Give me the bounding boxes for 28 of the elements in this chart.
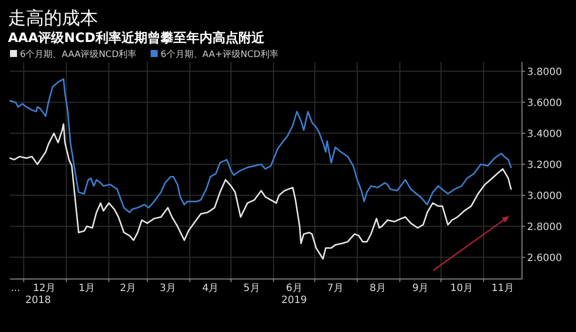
legend-item: 6个月期、AAA评级NCD利率 — [10, 50, 137, 60]
legend-label: 6个月期、AA+评级NCD利率 — [160, 49, 278, 60]
y-tick-label: 3.8000 — [527, 66, 562, 78]
legend-item: 6个月期、AA+评级NCD利率 — [150, 50, 278, 60]
y-tick-label: 2.8000 — [527, 222, 562, 233]
x-tick-label: 12月 — [32, 283, 56, 294]
x-tick-label: 5月 — [243, 283, 260, 294]
x-tick-label: 8月 — [370, 283, 386, 294]
y-tick-label: 3.2000 — [527, 160, 562, 171]
text: 2019 — [281, 295, 307, 306]
legend-label: 6个月期、AAA评级NCD利率 — [20, 49, 137, 60]
chart-subtitle: AAA评级NCD利率近期曾攀至年内高点附近 — [8, 30, 266, 46]
x-tick-label: 7月 — [327, 283, 344, 294]
x-tick-label: 11月 — [491, 283, 514, 294]
x-tick-label: 10月 — [450, 283, 473, 294]
x-tick-label: 1月 — [78, 283, 96, 294]
y-tick-label: 3.6000 — [527, 98, 562, 109]
y-tick-label: 3.4000 — [527, 128, 562, 140]
text: 2018 — [25, 295, 51, 306]
chart-title: 走高的成本 — [8, 8, 98, 29]
y-tick-label: 2.6000 — [527, 252, 562, 264]
y-tick-label: 3.0000 — [527, 190, 562, 202]
x-tick-label: 3月 — [160, 283, 176, 294]
x-tick-label: 6月 — [286, 283, 302, 294]
x-tick-label: 4月 — [202, 283, 219, 294]
x-tick-label: 9月 — [412, 283, 429, 294]
x-tick-label: ... — [10, 283, 20, 294]
x-tick-label: 2月 — [120, 283, 136, 294]
